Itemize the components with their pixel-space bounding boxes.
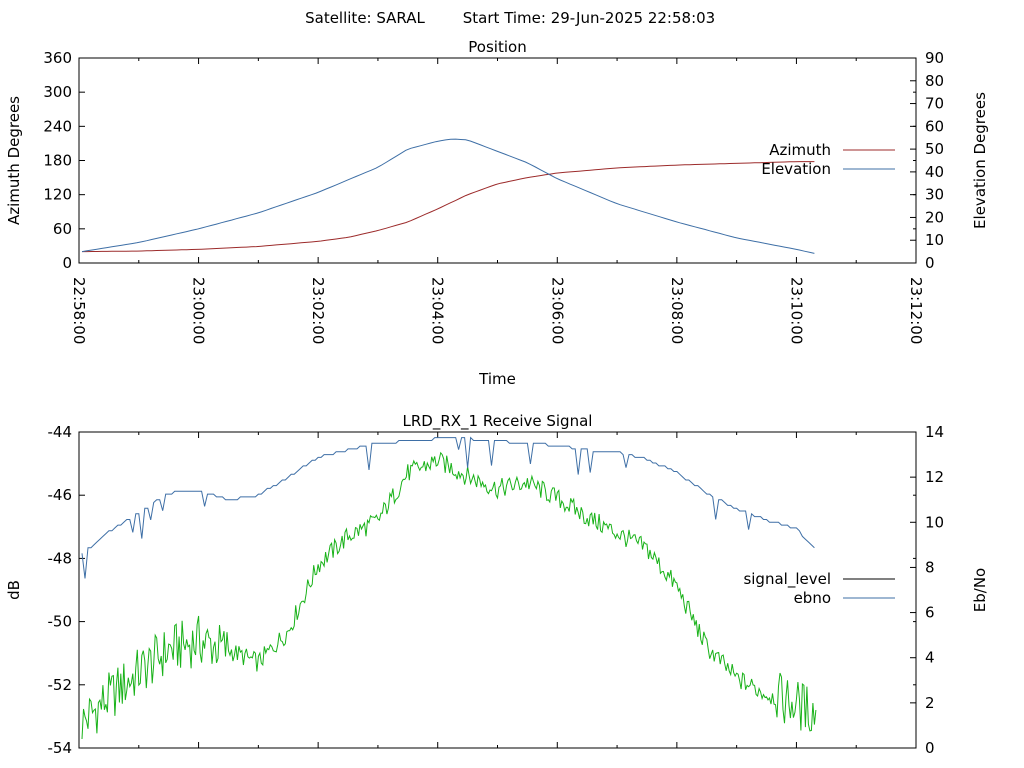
y2-axis-label: Eb/No <box>971 568 989 612</box>
y-tick-label: 0 <box>62 254 72 272</box>
series-line-ebno <box>81 436 815 579</box>
start-time-label: Start Time: 29-Jun-2025 22:58:03 <box>463 9 715 27</box>
y2-tick-label: 90 <box>925 49 944 67</box>
y2-tick-label: 12 <box>925 468 944 486</box>
y-tick-label: 180 <box>43 152 72 170</box>
x-tick-label: 23:04:00 <box>429 277 447 344</box>
y2-tick-label: 0 <box>925 254 935 272</box>
series-line-elevation <box>81 138 815 254</box>
x-tick-label: 23:02:00 <box>309 277 327 344</box>
x-tick-label: 23:10:00 <box>787 277 805 344</box>
legend-label: ebno <box>794 589 831 607</box>
y-axis-label: Azimuth Degrees <box>5 96 23 225</box>
x-axis-label: Time <box>478 370 516 388</box>
y2-axis-label: Elevation Degrees <box>971 92 989 229</box>
y-tick-label: 300 <box>43 83 72 101</box>
figure-header: Satellite: SARAL Start Time: 29-Jun-2025… <box>305 9 715 27</box>
y2-tick-label: 40 <box>925 163 944 181</box>
legend-label: signal_level <box>743 570 831 589</box>
y2-tick-label: 10 <box>925 231 944 249</box>
y2-tick-label: 10 <box>925 513 944 531</box>
x-tick-label: 22:58:00 <box>70 277 88 344</box>
receive-signal-chart: LRD_RX_1 Receive Signal -54 -52 -50 -48 -46 -4… <box>5 412 989 757</box>
y2-tick-label: 70 <box>925 95 944 113</box>
plot-frame <box>78 431 917 749</box>
series-line-azimuth <box>82 161 815 253</box>
legend-label: Elevation <box>761 160 831 178</box>
legend-label: Azimuth <box>769 141 831 159</box>
y-tick-label: 60 <box>53 220 72 238</box>
y-tick-label: -46 <box>48 486 73 504</box>
y2-tick-label: 2 <box>925 694 935 712</box>
x-tick-label: 23:00:00 <box>190 277 208 344</box>
y2-tick-label: 6 <box>925 604 935 622</box>
y-tick-label: 120 <box>43 186 72 204</box>
y2-tick-label: 50 <box>925 140 944 158</box>
y-axis-label: dB <box>5 580 23 600</box>
y2-tick-label: 8 <box>925 558 935 576</box>
y2-tick-label: 0 <box>925 739 935 757</box>
y2-tick-label: 30 <box>925 186 944 204</box>
satellite-label: Satellite: SARAL <box>305 9 425 27</box>
y-tick-label: -52 <box>48 676 73 694</box>
y2-tick-label: 60 <box>925 117 944 135</box>
chart-title: LRD_RX_1 Receive Signal <box>403 412 593 431</box>
y2-tick-label: 14 <box>925 423 944 441</box>
x-tick-label: 23:08:00 <box>668 277 686 344</box>
y-tick-label: -48 <box>48 549 73 567</box>
position-chart: Position 0 60 120 180 240 300 360 0 10 20 30 40 50 60 7… <box>5 38 989 388</box>
y-tick-label: -44 <box>48 423 73 441</box>
series-line-signal-level <box>81 451 817 740</box>
chart-title: Position <box>468 38 526 56</box>
y2-tick-label: 4 <box>925 649 935 667</box>
y2-tick-label: 20 <box>925 208 944 226</box>
x-tick-label: 23:12:00 <box>907 277 925 344</box>
y-tick-label: 240 <box>43 117 72 135</box>
y-tick-label: 360 <box>43 49 72 67</box>
y2-tick-label: 80 <box>925 72 944 90</box>
x-tick-label: 23:06:00 <box>548 277 566 344</box>
y-tick-label: -50 <box>48 613 73 631</box>
y-tick-label: -54 <box>48 739 73 757</box>
